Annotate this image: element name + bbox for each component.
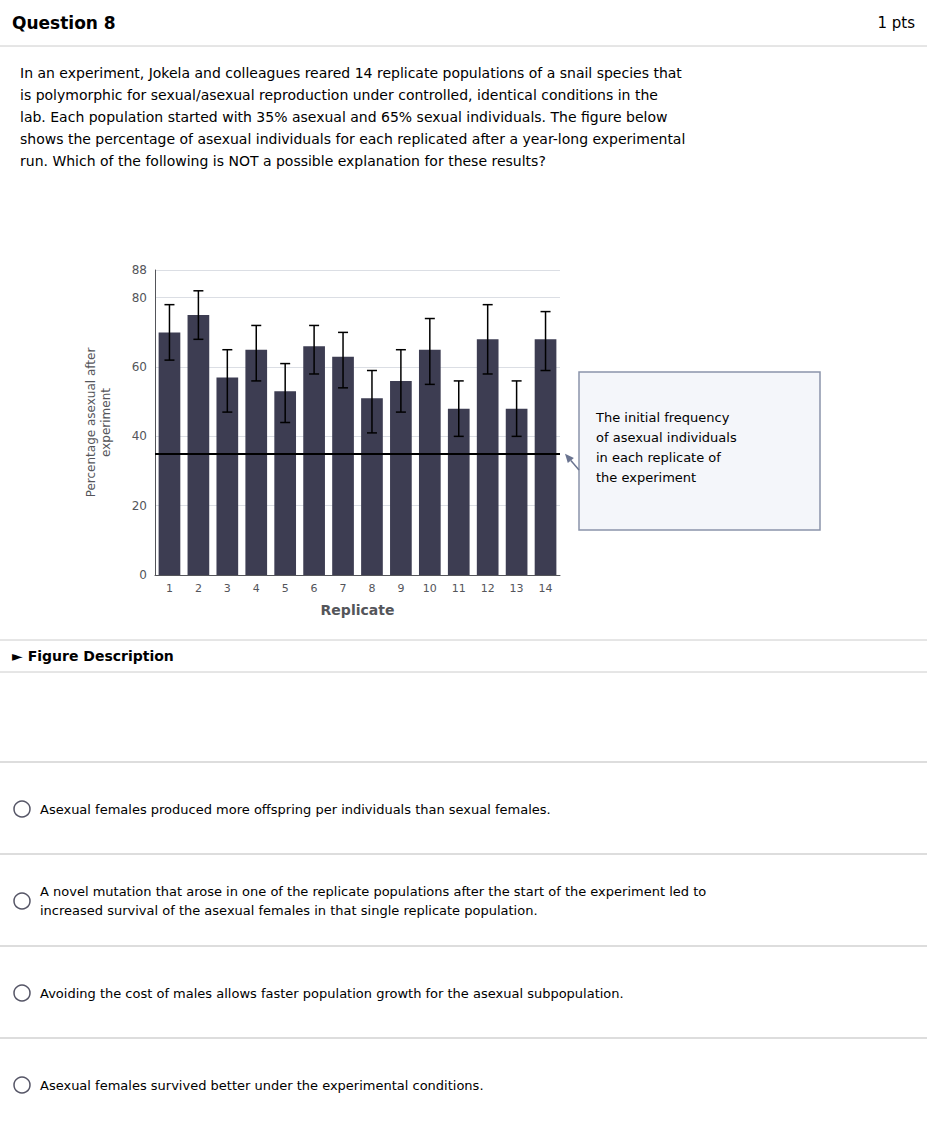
svg-text:of asexual individuals: of asexual individuals [596, 430, 737, 445]
svg-text:7: 7 [340, 582, 347, 595]
svg-text:5: 5 [282, 582, 289, 595]
svg-text:13: 13 [510, 582, 524, 595]
svg-text:1: 1 [166, 582, 173, 595]
svg-text:2: 2 [195, 582, 202, 595]
svg-text:in each replicate of: in each replicate of [596, 450, 721, 465]
svg-text:20: 20 [132, 499, 147, 513]
svg-text:A novel mutation that arose in: A novel mutation that arose in one of th… [40, 884, 706, 899]
svg-text:80: 80 [132, 291, 147, 305]
svg-text:40: 40 [132, 429, 147, 443]
svg-text:is polymorphic for sexual/asex: is polymorphic for sexual/asexual reprod… [20, 87, 658, 103]
svg-text:Asexual females survived bette: Asexual females survived better under th… [40, 1078, 484, 1093]
svg-text:14: 14 [539, 582, 553, 595]
svg-text:the experiment: the experiment [596, 470, 696, 485]
svg-text:Percentage asexual after: Percentage asexual after [84, 348, 98, 498]
svg-text:0: 0 [139, 568, 147, 582]
svg-text:88: 88 [132, 263, 147, 277]
svg-text:lab. Each population started w: lab. Each population started with 35% as… [20, 109, 667, 125]
svg-text:shows the percentage of asexua: shows the percentage of asexual individu… [20, 131, 685, 147]
svg-text:Asexual females produced more: Asexual females produced more offspring … [40, 802, 551, 817]
svg-text:10: 10 [423, 582, 437, 595]
svg-text:The initial frequency: The initial frequency [595, 410, 730, 425]
svg-text:8: 8 [368, 582, 375, 595]
svg-text:3: 3 [224, 582, 231, 595]
svg-text:Avoiding the cost of males all: Avoiding the cost of males allows faster… [40, 986, 624, 1001]
svg-text:► Figure Description: ► Figure Description [12, 648, 174, 664]
svg-text:9: 9 [397, 582, 404, 595]
svg-text:6: 6 [311, 582, 318, 595]
svg-text:60: 60 [132, 360, 147, 374]
svg-text:4: 4 [253, 582, 260, 595]
svg-text:increased survival of the asex: increased survival of the asexual female… [40, 903, 538, 918]
svg-text:12: 12 [481, 582, 495, 595]
svg-text:experiment: experiment [99, 388, 113, 457]
svg-text:In an experiment, Jokela and c: In an experiment, Jokela and colleagues … [20, 65, 682, 81]
svg-text:1 pts: 1 pts [877, 14, 915, 32]
svg-text:run. Which of the following is: run. Which of the following is NOT a pos… [20, 153, 546, 169]
svg-text:11: 11 [452, 582, 466, 595]
svg-text:Replicate: Replicate [321, 602, 395, 618]
svg-text:Question 8: Question 8 [12, 13, 116, 33]
